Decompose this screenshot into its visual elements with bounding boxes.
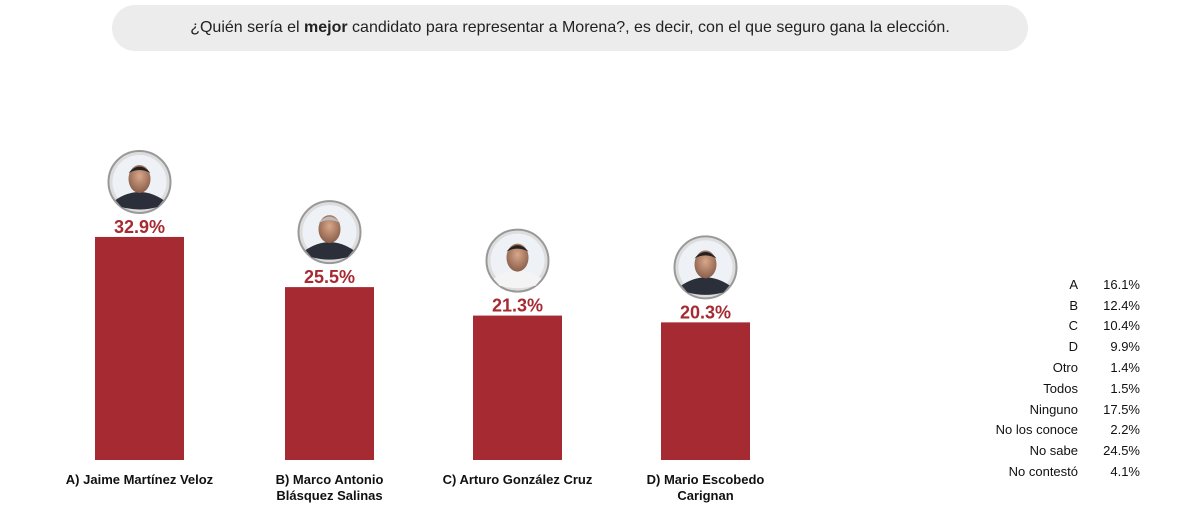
row-value: 4.1% [1110, 464, 1140, 480]
category-label: C) Arturo González Cruz [442, 472, 593, 487]
side-table-row: D 9.9% [960, 336, 1144, 357]
candidate-photo [297, 200, 362, 265]
bar [95, 236, 184, 460]
side-table-row: No sabe 24.5% [960, 440, 1144, 461]
row-label: C [1068, 318, 1078, 334]
side-table-row: No contestó 4.1% [960, 461, 1144, 482]
category-label: D) Mario Escobedo Carignan [646, 472, 765, 503]
row-label: A [1069, 276, 1078, 292]
row-value: 1.5% [1110, 380, 1140, 396]
question-text: ¿Quién sería el mejor candidato para rep… [190, 19, 950, 37]
side-table-row: A 16.1% [960, 274, 1144, 295]
side-table-row: B 12.4% [960, 295, 1144, 316]
row-label: No sabe [1029, 443, 1078, 459]
value-label: 25.5% [304, 267, 355, 287]
bar [285, 287, 374, 460]
side-table-row: C 10.4% [960, 316, 1144, 337]
row-value: 17.5% [1103, 401, 1140, 417]
candidate-photo [107, 149, 172, 214]
side-table-row: Ninguno 17.5% [960, 399, 1144, 420]
row-label: No los conoce [995, 422, 1078, 438]
side-table: A 16.1% B 12.4% C 10.4% D 9.9% Otro 1.4% Todos 1.5%… [960, 274, 1144, 482]
question-part: candidato para representar a Morena?, es… [347, 19, 950, 36]
candidate-photo [673, 235, 738, 300]
row-label: Todos [1043, 380, 1078, 396]
question-emphasis: mejor [304, 19, 348, 36]
bar [473, 315, 562, 460]
side-table-row: No los conoce 2.2% [960, 420, 1144, 441]
row-value: 24.5% [1103, 443, 1140, 459]
candidate-photo [485, 228, 550, 293]
question-banner: ¿Quién sería el mejor candidato para rep… [112, 5, 1028, 51]
side-table-row: Otro 1.4% [960, 357, 1144, 378]
value-label: 20.3% [680, 302, 731, 322]
question-part: ¿Quién sería el [190, 19, 305, 36]
row-label: Otro [1052, 360, 1078, 376]
bar [661, 322, 750, 460]
row-value: 12.4% [1103, 297, 1140, 313]
row-label: B [1069, 297, 1078, 313]
row-value: 16.1% [1103, 276, 1140, 292]
category-label: B) Marco Antonio Blásquez Salinas [275, 472, 384, 503]
row-value: 10.4% [1103, 318, 1140, 334]
row-label: No contestó [1008, 464, 1078, 480]
side-table-row: Todos 1.5% [960, 378, 1144, 399]
row-value: 1.4% [1110, 360, 1140, 376]
value-label: 21.3% [492, 296, 543, 316]
row-value: 2.2% [1110, 422, 1140, 438]
row-label: D [1068, 339, 1078, 355]
row-value: 9.9% [1110, 339, 1140, 355]
category-label: A) Jaime Martínez Veloz [65, 472, 214, 487]
value-label: 32.9% [114, 217, 165, 237]
row-label: Ninguno [1029, 401, 1078, 417]
